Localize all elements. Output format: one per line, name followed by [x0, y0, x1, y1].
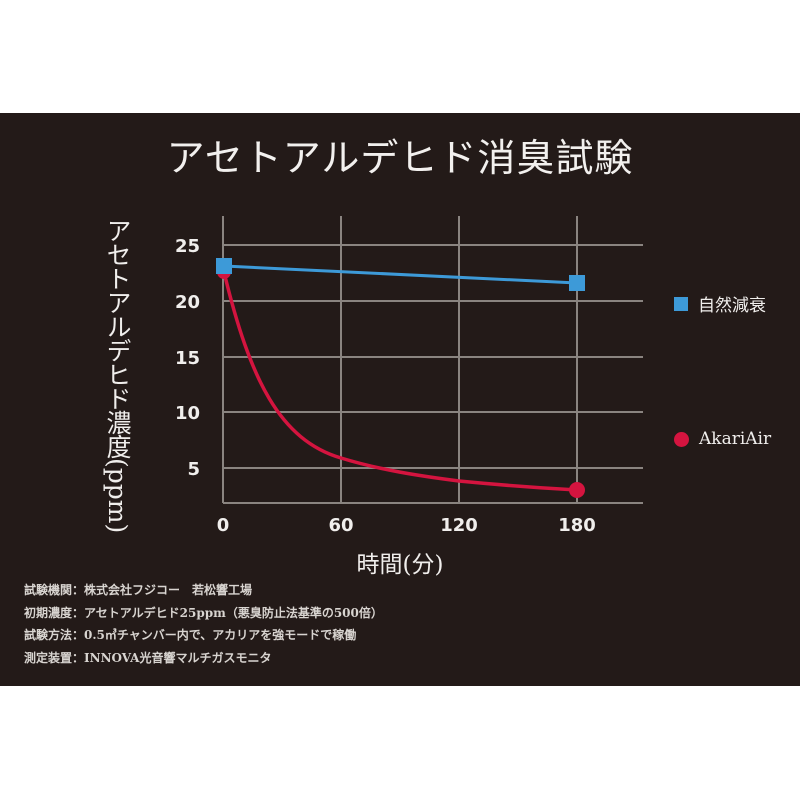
legend-label: 自然減衰	[698, 296, 766, 316]
chart-title: アセトアルデヒド消臭試験	[166, 136, 634, 180]
test-notes: 試験機関：株式会社フジコー 若松響工場 初期濃度：アセトアルデヒド25ppm（悪…	[24, 579, 383, 669]
y-tick-labels: 25 20 15 10 5	[175, 236, 200, 480]
y-axis-label-unit: (ppm)	[103, 458, 132, 534]
legend-item-natural-decay: 自然減衰	[674, 291, 766, 316]
note-test-institution: 試験機関：株式会社フジコー 若松響工場	[24, 583, 253, 597]
akari-air-point	[569, 482, 585, 498]
akari-air-line	[222, 270, 579, 492]
y-axis-label: アセトアルデヒド濃度(ppm)	[98, 218, 132, 533]
note-measurement-device: 測定装置：INNOVA光音響マルチガスモニタ	[24, 650, 272, 665]
y-tick: 5	[187, 459, 200, 480]
note-initial-concentration: 初期濃度：アセトアルデヒド25ppm（悪臭防止法基準の500倍）	[24, 605, 383, 620]
natural-decay-point	[569, 275, 585, 291]
y-tick: 25	[175, 236, 200, 257]
y-tick: 10	[175, 403, 200, 424]
series-akari-air	[217, 265, 585, 498]
note-test-method: 試験方法：0.5㎥チャンバー内で、アカリアを強モードで稼働	[24, 628, 357, 642]
legend-item-akari-air: AkariAir	[674, 429, 771, 449]
grid	[222, 216, 643, 504]
y-tick: 15	[175, 348, 200, 369]
x-tick: 180	[558, 515, 596, 536]
y-axis-label-main: アセトアルデヒド濃度	[103, 218, 132, 458]
x-tick: 120	[440, 515, 478, 536]
chart-panel	[0, 113, 800, 686]
legend-label: AkariAir	[699, 429, 772, 449]
x-tick: 0	[217, 515, 230, 536]
series-natural-decay	[216, 258, 585, 291]
y-tick: 20	[175, 292, 200, 313]
natural-decay-point	[216, 258, 232, 274]
x-tick-labels: 0 60 120 180	[217, 515, 596, 536]
circle-marker-icon	[674, 431, 689, 447]
x-tick: 60	[328, 515, 353, 536]
square-marker-icon	[674, 296, 688, 311]
natural-decay-line	[223, 264, 578, 285]
x-axis-label: 時間(分)	[356, 552, 444, 578]
